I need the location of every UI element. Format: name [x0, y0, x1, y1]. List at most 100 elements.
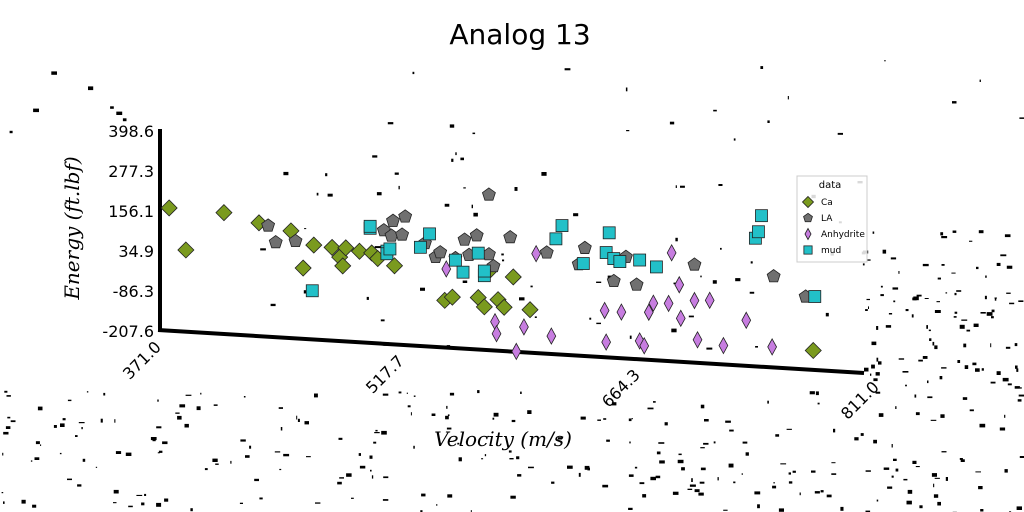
speckle: [245, 455, 250, 458]
speckle: [978, 486, 983, 490]
speckle: [878, 361, 882, 365]
speckle: [32, 504, 37, 508]
speckle: [728, 463, 734, 468]
speckle: [815, 391, 819, 396]
speckle: [213, 404, 218, 406]
speckle: [370, 469, 372, 472]
speckle: [939, 376, 943, 380]
speckle: [95, 466, 98, 468]
speckle: [996, 371, 1001, 375]
speckle: [745, 452, 749, 456]
speckle: [156, 502, 162, 507]
point-ca: [323, 238, 341, 256]
speckle: [975, 471, 981, 473]
speckle: [628, 418, 632, 422]
speckle: [436, 504, 438, 506]
point-la: [398, 209, 413, 223]
speckle: [446, 405, 448, 409]
point-ca: [215, 204, 233, 222]
speckle: [380, 319, 385, 322]
speckle: [778, 508, 784, 512]
speckle: [580, 416, 586, 420]
speckle: [1006, 265, 1013, 269]
speckle: [394, 172, 399, 175]
legend-marker-anhydrite: [804, 227, 812, 241]
speckle: [445, 415, 449, 420]
speckle: [116, 111, 123, 115]
speckle: [735, 278, 741, 282]
speckle: [53, 425, 57, 428]
speckle: [508, 450, 512, 453]
x-axis-line: [157, 328, 865, 375]
speckle: [21, 499, 26, 504]
speckle: [212, 458, 218, 462]
speckle: [772, 485, 777, 489]
speckle: [6, 395, 11, 397]
point-la: [288, 233, 303, 247]
speckle: [470, 510, 472, 512]
speckle: [371, 475, 374, 479]
speckle: [941, 451, 947, 453]
speckle: [918, 359, 923, 362]
speckle: [659, 460, 665, 464]
speckle: [809, 391, 815, 395]
speckle: [940, 414, 945, 418]
speckle: [760, 66, 764, 69]
speckle: [952, 101, 957, 104]
speckle: [862, 263, 865, 266]
speckle: [3, 431, 9, 435]
speckle: [447, 494, 453, 498]
point-mud: [576, 257, 590, 270]
speckle: [1019, 456, 1024, 458]
speckle: [351, 497, 354, 499]
speckle: [875, 372, 880, 376]
speckle: [259, 497, 263, 500]
speckle: [664, 422, 668, 426]
speckle: [864, 367, 869, 372]
speckle: [164, 498, 169, 502]
speckle: [144, 493, 147, 496]
legend-label: LA: [821, 214, 833, 224]
speckle: [976, 266, 979, 270]
speckle: [337, 481, 342, 485]
speckle: [398, 391, 402, 394]
speckle: [725, 420, 731, 423]
point-anhydrite: [531, 244, 541, 263]
speckle: [956, 290, 962, 292]
point-la: [386, 213, 400, 227]
speckle: [826, 494, 832, 498]
speckle: [33, 108, 39, 113]
data-points: [160, 187, 822, 361]
legend-label: Ca: [821, 198, 833, 208]
speckle: [951, 272, 956, 274]
speckle: [382, 499, 389, 501]
speckle: [876, 357, 879, 362]
point-mud: [650, 260, 663, 274]
speckle: [934, 477, 940, 479]
speckle: [996, 262, 1001, 266]
speckle: [954, 311, 958, 314]
speckle: [1017, 399, 1022, 402]
speckle: [890, 257, 897, 260]
x-tick-label: 664.3: [598, 365, 644, 411]
speckle: [473, 212, 478, 217]
point-anhydrite: [519, 318, 529, 336]
speckle: [398, 185, 400, 190]
speckle: [60, 423, 65, 427]
speckle: [887, 486, 893, 489]
speckle: [898, 358, 905, 360]
speckle: [892, 287, 899, 290]
speckle: [67, 399, 72, 402]
speckle: [1004, 469, 1008, 473]
speckle: [407, 405, 411, 408]
speckle: [125, 452, 132, 456]
point-mud: [613, 255, 627, 268]
speckle: [1014, 343, 1018, 347]
speckle: [573, 213, 579, 217]
point-ca: [443, 288, 461, 306]
speckle: [511, 419, 516, 423]
speckle: [775, 434, 780, 437]
speckle: [941, 264, 945, 266]
point-la: [539, 245, 554, 259]
speckle: [346, 473, 352, 477]
